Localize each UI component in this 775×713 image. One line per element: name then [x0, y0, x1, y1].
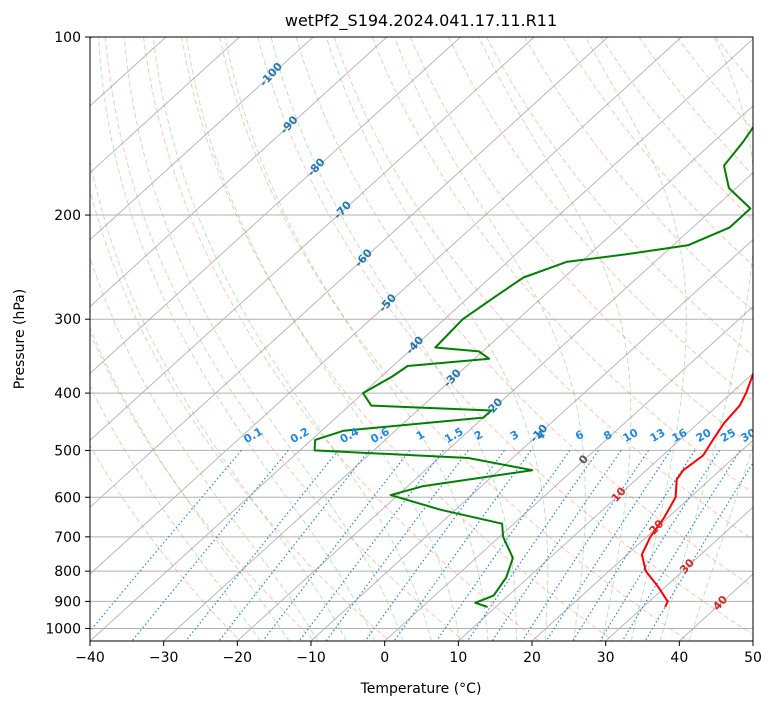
isotherm-line: [679, 37, 775, 641]
pressure-gridlines: [90, 215, 753, 628]
dry-adiabat: [677, 37, 775, 641]
isotherm-line: [237, 37, 775, 641]
y-tick-label: 900: [54, 594, 81, 610]
mixing-ratio-label: 8: [601, 428, 614, 443]
moist-adiabat: [16, 37, 261, 641]
x-tick-label: 50: [744, 650, 762, 666]
chart-title: wetPf2_S194.2024.041.17.11.R11: [285, 11, 557, 31]
isotherm-line: [532, 37, 775, 641]
mixing-ratio-label: 0.1: [241, 425, 264, 446]
x-tick-label: 40: [670, 650, 688, 666]
mixing-ratio-label: 16: [670, 426, 690, 445]
dry-adiabat: [449, 37, 775, 641]
profile-lines: [315, 37, 775, 607]
mixing-ratio-label: 13: [648, 426, 668, 445]
dry-adiabat: [639, 37, 775, 641]
y-tick-label: 200: [54, 208, 81, 224]
dry-adiabat: [601, 37, 775, 641]
x-axis-label: Temperature (°C): [360, 681, 482, 697]
isotherm-line: [164, 37, 775, 641]
x-tick-label: 0: [380, 650, 389, 666]
moist-adiabat: [585, 37, 686, 641]
moist-adiabat: [479, 37, 631, 641]
dry-adiabat: [144, 37, 539, 641]
mixing-ratio-line: [492, 450, 621, 641]
mixing-ratio-line: [132, 450, 288, 641]
dry-adiabat: [525, 37, 775, 641]
dry-adiabat: [0, 37, 240, 641]
x-tick-label: −20: [223, 650, 253, 666]
mixing-ratio-lines: [82, 450, 761, 641]
mixing-ratio-label: 2: [472, 428, 485, 443]
y-tick-label: 700: [54, 530, 81, 546]
x-tick-label: 20: [523, 650, 541, 666]
dry-adiabat: [715, 37, 775, 641]
y-axis-label: Pressure (hPa): [12, 289, 28, 389]
moist-adiabat: [660, 37, 755, 641]
x-tick-label: 30: [597, 650, 615, 666]
isotherm-line: [458, 37, 775, 641]
isotherm-line: [0, 37, 313, 641]
mixing-ratio-line: [326, 450, 468, 641]
x-tick-label: −40: [75, 650, 105, 666]
mixing-ratio-line: [622, 450, 740, 641]
dewpoint-line: [315, 37, 775, 607]
mixing-ratio-line: [263, 450, 410, 641]
moist-adiabat: [689, 37, 775, 641]
isotherm-line: [0, 37, 534, 641]
y-tick-label: 500: [54, 443, 81, 459]
background-lines: [0, 37, 775, 641]
isotherm-line: [0, 37, 240, 641]
y-tick-label: 100: [54, 30, 81, 46]
mixing-ratio-line: [468, 450, 599, 641]
mixing-ratio-line: [186, 450, 338, 641]
y-tick-label: 600: [54, 490, 81, 506]
mixing-ratio-label: 36: [759, 426, 775, 445]
x-tick-label: −30: [149, 650, 179, 666]
mixing-ratio-label: 30: [739, 426, 759, 445]
dry-adiabat: [563, 37, 775, 641]
moist-adiabat: [35, 37, 290, 641]
x-tick-label: −10: [296, 650, 326, 666]
mixing-ratio-label: 0.4: [338, 425, 362, 446]
y-tick-label: 1000: [45, 621, 81, 637]
dry-adiabat: [487, 37, 775, 641]
dry-adiabat: [410, 37, 775, 641]
dry-adiabat: [754, 37, 775, 641]
mixing-ratio-label: 3: [508, 428, 521, 443]
mixing-ratio-line: [645, 450, 761, 641]
mixing-ratio-label: 1.5: [442, 425, 465, 446]
dry-adiabat: [29, 37, 315, 641]
mixing-ratio-line: [365, 450, 504, 641]
y-tick-label: 300: [54, 312, 81, 328]
dry-adiabat: [372, 37, 775, 641]
moist-adiabat: [225, 37, 488, 641]
mixing-ratio-line: [299, 450, 443, 641]
y-tick-label: 800: [54, 564, 81, 580]
mixing-ratio-line: [219, 450, 369, 641]
isotherm-line: [0, 37, 461, 641]
isotherm-label: -100: [257, 60, 285, 89]
mixing-ratio-label: 6: [573, 428, 586, 443]
isotherm-line: [753, 37, 775, 641]
y-tick-label: 400: [54, 386, 81, 402]
isotherm-line: [0, 37, 608, 641]
moist-adiabat: [271, 37, 516, 641]
mixing-ratio-label: 10: [621, 426, 641, 445]
mixing-ratio-line: [82, 450, 242, 641]
x-tick-label: 10: [449, 650, 467, 666]
